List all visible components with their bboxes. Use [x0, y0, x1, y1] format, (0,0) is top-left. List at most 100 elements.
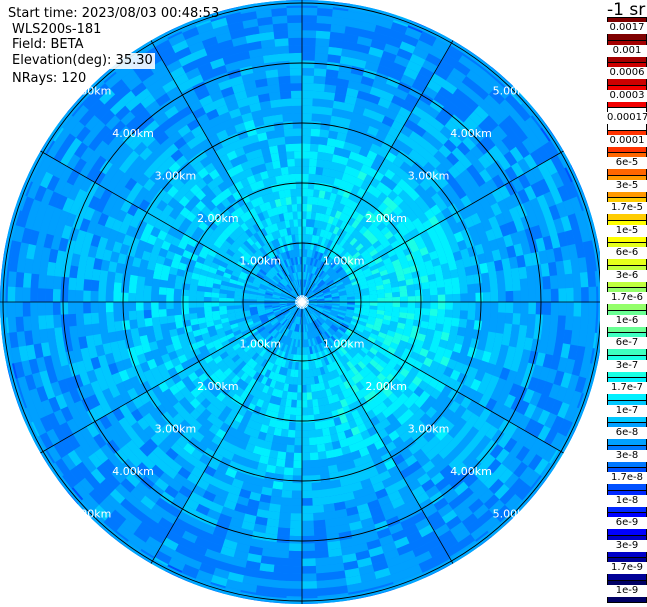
range-gate	[466, 400, 479, 414]
range-gate	[74, 399, 87, 416]
range-gate	[287, 22, 303, 31]
range-gate	[248, 377, 257, 387]
range-gate	[522, 388, 535, 404]
range-gate	[198, 453, 212, 466]
range-gate	[241, 520, 255, 531]
range-gate	[248, 491, 262, 502]
range-gate	[108, 453, 123, 469]
range-gate	[525, 325, 535, 340]
range-gate	[380, 541, 397, 554]
range-gate	[359, 571, 377, 583]
range-gate	[299, 332, 302, 340]
range-gate	[488, 271, 498, 283]
range-gate	[323, 307, 332, 312]
range-gate	[409, 537, 426, 551]
range-gate	[128, 301, 137, 312]
range-gate	[268, 449, 279, 459]
range-gate	[360, 478, 373, 489]
range-gate	[113, 281, 122, 293]
range-gate	[60, 288, 69, 302]
range-gate	[301, 467, 312, 476]
range-gate	[424, 335, 434, 345]
range-gate	[279, 305, 288, 308]
range-gate	[345, 311, 354, 316]
range-gate	[377, 445, 389, 457]
range-gate	[124, 425, 138, 440]
range-gate	[294, 430, 302, 438]
range-gate	[284, 375, 291, 384]
range-gate	[75, 360, 87, 375]
range-gate	[151, 278, 161, 287]
range-gate	[278, 512, 291, 521]
colorbar-label: 1e-6	[607, 314, 647, 327]
range-gate	[354, 363, 363, 373]
range-gate	[320, 333, 327, 342]
range-gate	[279, 90, 292, 100]
range-gate	[292, 113, 303, 121]
range-gate	[29, 387, 42, 405]
range-gate	[332, 334, 340, 342]
range-gate	[234, 346, 244, 355]
range-gate	[215, 560, 232, 572]
range-gate	[90, 290, 99, 302]
range-gate	[223, 343, 233, 352]
range-gate	[170, 357, 181, 368]
range-gate	[272, 15, 288, 25]
instrument-name: WLS200s-181	[12, 22, 104, 38]
range-gate	[302, 52, 316, 61]
range-gate	[305, 377, 311, 385]
range-gate	[237, 349, 246, 358]
range-gate	[146, 509, 163, 524]
range-gate	[190, 466, 204, 479]
range-gate	[278, 151, 288, 161]
range-gate	[317, 327, 323, 335]
range-gate	[548, 328, 558, 343]
range-gate	[563, 404, 577, 423]
range-gate	[301, 498, 313, 506]
range-gate	[155, 497, 171, 511]
range-gate	[227, 571, 244, 583]
range-gate	[326, 533, 340, 543]
range-gate	[385, 555, 403, 568]
range-gate	[369, 332, 378, 340]
range-gate	[350, 426, 361, 436]
range-gate	[386, 330, 396, 338]
range-gate	[329, 570, 346, 580]
range-gate	[579, 272, 589, 288]
range-gate	[352, 488, 365, 499]
range-gate	[173, 517, 189, 531]
range-gate	[468, 478, 484, 494]
range-gate	[170, 335, 180, 344]
range-gate	[290, 306, 297, 313]
range-gate	[508, 383, 521, 398]
range-gate	[236, 317, 245, 323]
range-gate	[392, 296, 401, 303]
range-gate	[276, 324, 283, 332]
range-label: 1.00km	[323, 254, 365, 267]
range-gate	[278, 405, 286, 414]
range-gate	[371, 560, 389, 572]
range-gate	[346, 340, 355, 348]
range-gate	[407, 307, 416, 315]
range-gate	[83, 358, 94, 372]
range-gate	[173, 390, 185, 402]
range-gate	[309, 302, 318, 304]
range-gate	[302, 226, 307, 235]
range-gate	[116, 463, 132, 479]
range-gate	[307, 307, 313, 314]
range-gate	[262, 540, 277, 550]
range-gate	[289, 60, 303, 69]
range-gate	[256, 346, 264, 355]
range-gate	[392, 291, 400, 298]
range-gate	[178, 537, 195, 551]
range-gate	[150, 366, 161, 378]
range-gate	[516, 336, 526, 350]
range-gate	[369, 309, 378, 314]
range-gate	[395, 327, 405, 335]
range-gate	[451, 443, 465, 458]
range-gate	[306, 307, 313, 314]
range-gate	[280, 343, 286, 352]
range-gate	[237, 439, 248, 450]
range-gate	[302, 309, 304, 318]
range-gate	[382, 397, 393, 408]
